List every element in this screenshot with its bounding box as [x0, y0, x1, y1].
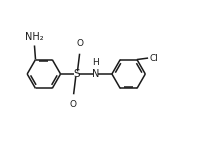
Text: Cl: Cl — [149, 54, 158, 63]
Text: O: O — [69, 100, 76, 109]
Text: S: S — [73, 69, 80, 79]
Text: H: H — [92, 58, 99, 67]
Text: O: O — [77, 39, 84, 48]
Text: N: N — [92, 69, 99, 79]
Text: NH₂: NH₂ — [25, 32, 44, 42]
